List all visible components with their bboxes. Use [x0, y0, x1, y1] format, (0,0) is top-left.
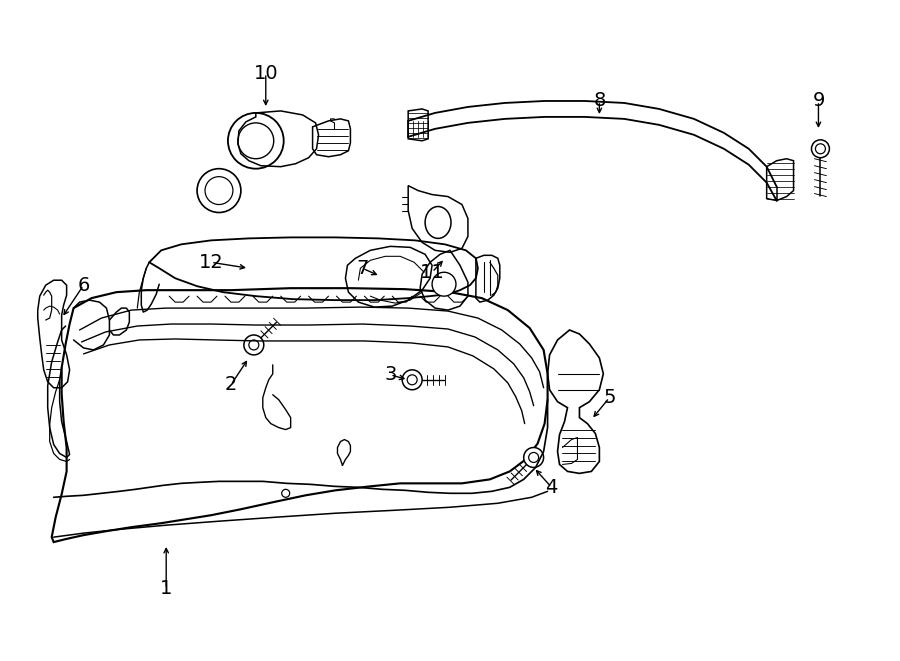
- Text: 4: 4: [545, 478, 558, 497]
- Circle shape: [228, 113, 284, 169]
- Circle shape: [524, 447, 544, 467]
- Text: 6: 6: [77, 276, 90, 295]
- Ellipse shape: [425, 206, 451, 239]
- Text: 10: 10: [254, 63, 278, 83]
- Text: 8: 8: [593, 91, 606, 110]
- Text: 7: 7: [356, 258, 369, 278]
- Circle shape: [244, 335, 264, 355]
- Circle shape: [812, 140, 830, 158]
- Circle shape: [432, 272, 456, 296]
- Text: 5: 5: [603, 388, 616, 407]
- Text: 12: 12: [199, 253, 223, 272]
- Text: 11: 11: [419, 262, 445, 282]
- Text: 3: 3: [384, 366, 396, 384]
- Text: 2: 2: [225, 375, 237, 394]
- Circle shape: [197, 169, 241, 212]
- Text: 9: 9: [813, 91, 824, 110]
- Circle shape: [402, 370, 422, 390]
- Text: 1: 1: [160, 580, 173, 598]
